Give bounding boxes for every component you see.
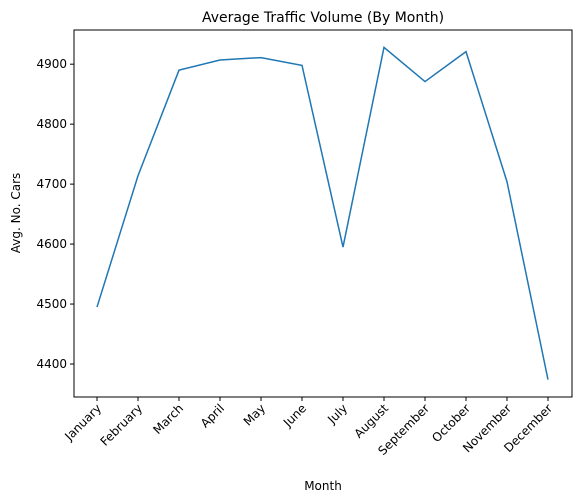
y-tick-label: 4900 xyxy=(36,57,67,71)
x-tick-label: August xyxy=(352,401,392,441)
x-tick-label: February xyxy=(98,401,146,449)
y-axis: 4400 4500 4600 4700 4800 4900 xyxy=(36,57,74,371)
y-tick-label: 4700 xyxy=(36,177,67,191)
x-tick-label: March xyxy=(150,401,186,437)
y-tick-label: 4600 xyxy=(36,237,67,251)
series-line xyxy=(96,46,549,380)
chart-title: Average Traffic Volume (By Month) xyxy=(202,10,444,26)
x-tick-label: June xyxy=(280,401,309,430)
y-tick-label: 4400 xyxy=(36,357,67,371)
x-tick-label: July xyxy=(324,401,350,427)
y-tick-label: 4500 xyxy=(36,297,67,311)
y-tick-label: 4800 xyxy=(36,117,67,131)
y-axis-title: Avg. No. Cars xyxy=(9,173,23,254)
x-tick-label: April xyxy=(198,401,227,430)
x-axis-title: Month xyxy=(304,479,342,493)
x-tick-label: May xyxy=(241,401,268,428)
plot-area xyxy=(73,29,573,398)
